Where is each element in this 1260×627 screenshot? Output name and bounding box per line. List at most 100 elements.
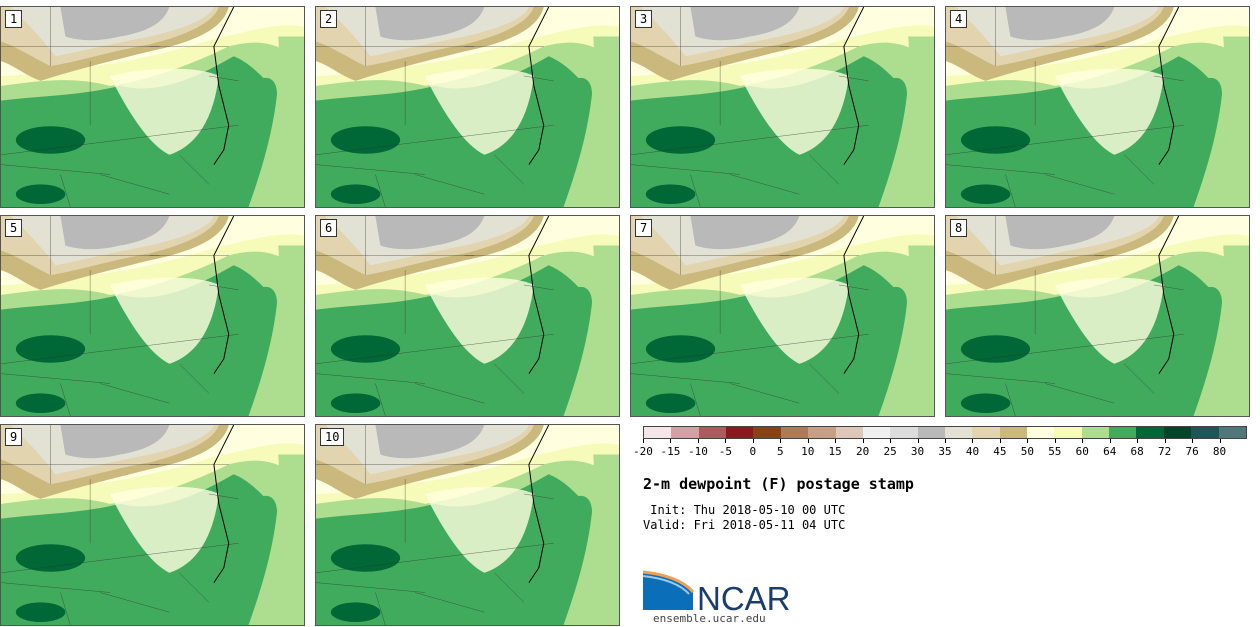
tick-mark [945, 439, 946, 443]
tick-mark [670, 439, 672, 443]
colorbar-swatch [1109, 427, 1137, 438]
tick-mark [752, 439, 754, 443]
tick-mark [917, 439, 919, 443]
init-time: Init: Thu 2018-05-10 00 UTC [643, 503, 846, 517]
tick-mark [780, 439, 782, 443]
tick-mark [890, 439, 892, 443]
dewpoint-map [631, 216, 934, 416]
tick-mark [1192, 439, 1194, 443]
colorbar-swatch [753, 427, 781, 438]
tick-label: 0 [749, 445, 757, 458]
colorbar-swatch [1054, 427, 1082, 438]
tick-mark [725, 439, 727, 443]
colorbar-swatch [1163, 427, 1192, 438]
member-number: 5 [5, 219, 23, 237]
tick-mark [1137, 439, 1139, 443]
tick-label: -15 [660, 445, 681, 458]
ensemble-member-map: 8 [945, 215, 1250, 417]
tick-label: -10 [687, 445, 708, 458]
dewpoint-map [1, 7, 304, 207]
member-number: 8 [950, 219, 968, 237]
tick-label: 72 [1158, 445, 1172, 458]
tick-label: 35 [938, 445, 952, 458]
member-number: 2 [320, 10, 338, 28]
ensemble-member-map: 5 [0, 215, 305, 417]
colorbar-swatch [890, 427, 918, 438]
member-number: 4 [950, 10, 968, 28]
tick-mark [972, 439, 974, 443]
colorbar-swatch [698, 427, 727, 438]
tick-label: 55 [1048, 445, 1062, 458]
tick-label: 45 [993, 445, 1007, 458]
colorbar-swatch [1191, 427, 1219, 438]
tick-mark [1082, 439, 1084, 443]
tick-mark [643, 439, 644, 443]
tick-label: 5 [776, 445, 784, 458]
website-url: ensemble.ucar.edu [653, 612, 766, 625]
tick-label: -20 [633, 445, 653, 458]
tick-mark [1054, 439, 1056, 443]
ensemble-member-map: 10 [315, 424, 620, 626]
dewpoint-map [316, 7, 619, 207]
tick-label: 80 [1212, 445, 1227, 458]
colorbar-swatch [726, 427, 754, 438]
dewpoint-map [1, 425, 304, 625]
colorbar-swatch [862, 427, 891, 438]
ensemble-member-map: 4 [945, 6, 1250, 208]
ensemble-member-map: 9 [0, 424, 305, 626]
tick-label: 68 [1130, 445, 1144, 458]
colorbar-swatch [780, 427, 809, 438]
dewpoint-map [316, 216, 619, 416]
ensemble-member-map: 7 [630, 215, 935, 417]
colorbar-swatch [1218, 427, 1246, 438]
dewpoint-map [946, 7, 1249, 207]
member-number: 9 [5, 428, 23, 446]
tick-label: 76 [1185, 445, 1199, 458]
tick-mark [999, 439, 1001, 443]
ensemble-member-map: 2 [315, 6, 620, 208]
colorbar-swatch [1081, 427, 1110, 438]
colorbar-swatch [972, 427, 1000, 438]
colorbar-swatch [1027, 427, 1055, 438]
member-number: 7 [635, 219, 653, 237]
tick-label: -5 [718, 445, 732, 458]
ncar-logo: NCAR [642, 570, 793, 617]
dewpoint-map [946, 216, 1249, 416]
tick-mark [807, 439, 809, 443]
tick-label: 30 [910, 445, 925, 458]
tick-mark [1109, 439, 1111, 443]
tick-mark [697, 439, 699, 443]
colorbar-swatch [644, 427, 672, 438]
tick-label: 50 [1020, 445, 1034, 458]
tick-label: 25 [883, 445, 897, 458]
tick-label: 10 [801, 445, 815, 458]
dewpoint-map [316, 425, 619, 625]
dewpoint-map [1, 216, 304, 416]
colorbar-swatch [917, 427, 945, 438]
tick-mark [1164, 439, 1166, 443]
tick-label: 15 [828, 445, 842, 458]
colorbar-swatch [835, 427, 863, 438]
ensemble-member-map: 6 [315, 215, 620, 417]
tick-label: 60 [1075, 445, 1089, 458]
colorbar-swatch [999, 427, 1028, 438]
member-number: 1 [5, 10, 23, 28]
tick-mark [835, 439, 837, 443]
colorbar-swatch [1136, 427, 1164, 438]
ensemble-member-map: 1 [0, 6, 305, 208]
tick-label: 64 [1103, 445, 1117, 458]
tick-mark [1027, 439, 1029, 443]
svg-text:NCAR: NCAR [697, 580, 791, 612]
colorbar-ticks: -20 -15 -10 -5 0 5 10 15 20 25 30 35 40 45 50 55 60 64 68 7… [633, 439, 1247, 459]
colorbar-swatch [671, 427, 699, 438]
member-number: 3 [635, 10, 653, 28]
ensemble-member-map: 3 [630, 6, 935, 208]
tick-label: 20 [856, 445, 870, 458]
colorbar-swatch [944, 427, 973, 438]
tick-label: 40 [965, 445, 980, 458]
dewpoint-map [631, 7, 934, 207]
plot-title: 2-m dewpoint (F) postage stamp [643, 475, 914, 493]
colorbar-swatch [808, 427, 836, 438]
member-number: 10 [320, 428, 345, 446]
colorbar [643, 426, 1247, 439]
